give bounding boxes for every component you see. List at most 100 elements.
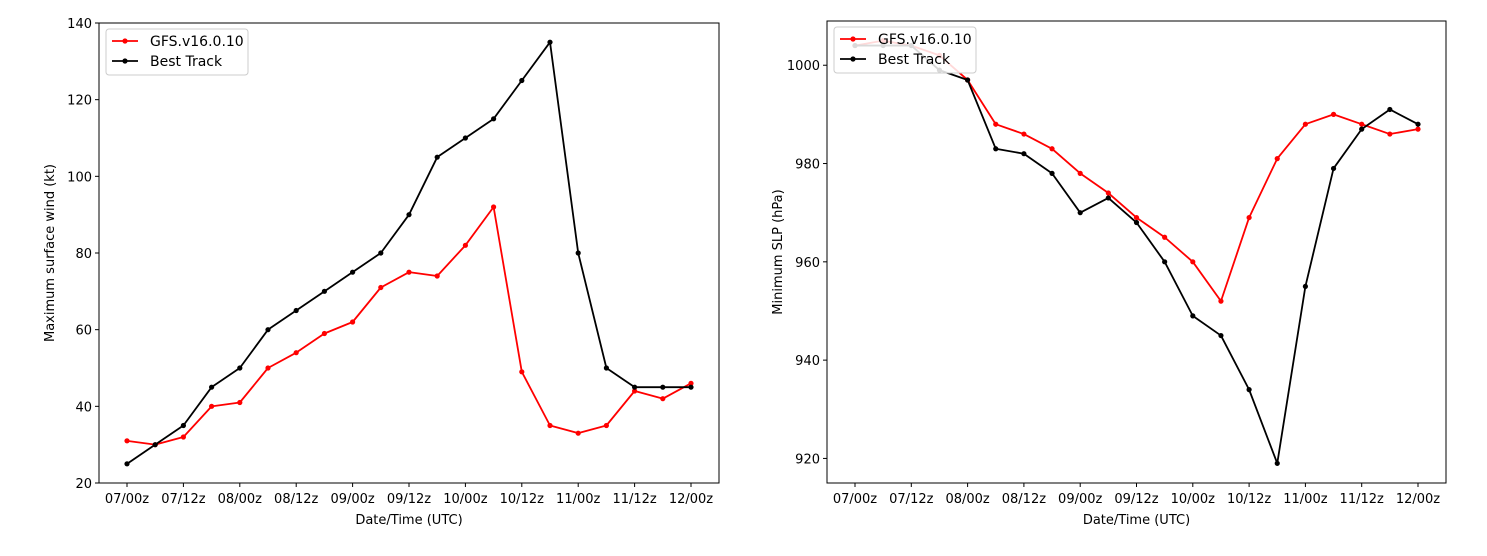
data-point-1 — [378, 250, 384, 256]
y-tick-label: 100 — [67, 170, 92, 185]
x-tick-label: 08/12z — [1002, 492, 1046, 507]
x-tick-label: 08/12z — [274, 492, 318, 507]
data-point-0 — [519, 369, 525, 375]
x-tick-label: 09/12z — [387, 492, 431, 507]
data-point-0 — [406, 269, 412, 275]
wind-chart: 07/00z 07/12z 08/00z 08/12z 09/00z 09/12z 10/0… — [43, 17, 720, 528]
data-point-0 — [378, 284, 384, 291]
data-point-0 — [660, 396, 666, 402]
x-tick-label: 08/00z — [945, 492, 989, 507]
data-point-0 — [1077, 170, 1083, 176]
y-tick-label: 960 — [795, 256, 820, 271]
legend-box — [105, 28, 249, 76]
data-point-0 — [1021, 131, 1027, 137]
data-point-1 — [1274, 460, 1280, 466]
data-point-1 — [965, 77, 971, 83]
legend-box — [833, 26, 977, 74]
data-point-0 — [434, 273, 440, 279]
data-point-0 — [632, 388, 638, 394]
data-point-1 — [632, 384, 638, 390]
data-point-0 — [350, 319, 356, 325]
legend-label: GFS.v16.0.10 — [150, 34, 244, 50]
series-line-1 — [855, 44, 1419, 465]
x-tick-label: 07/00z — [105, 492, 149, 507]
data-point-1 — [237, 365, 243, 371]
data-point-1 — [1077, 210, 1083, 216]
data-point-1 — [1162, 259, 1168, 265]
data-point-0 — [575, 430, 581, 436]
legend-marker — [122, 58, 128, 64]
series-line-1 — [126, 41, 691, 465]
x-tick-label: 10/12z — [1227, 492, 1271, 507]
data-point-1 — [1218, 332, 1224, 339]
legend-label: Best Track — [878, 52, 951, 68]
data-point-1 — [547, 39, 553, 45]
data-point-0 — [1359, 121, 1365, 127]
y-tick-label: 120 — [67, 94, 92, 109]
y-tick-label: 980 — [795, 158, 820, 173]
x-tick-label: 10/12z — [500, 492, 544, 507]
legend-label: GFS.v16.0.10 — [878, 32, 972, 48]
x-tick-label: 11/00z — [1283, 492, 1327, 507]
data-point-0 — [321, 330, 327, 337]
data-point-1 — [462, 135, 468, 141]
data-point-0 — [547, 422, 553, 429]
data-point-1 — [124, 461, 130, 467]
x-tick-label: 12/00z — [669, 492, 713, 507]
data-point-1 — [660, 384, 666, 390]
x-tick-label: 11/12z — [612, 492, 656, 507]
axes-frame — [826, 20, 1447, 484]
data-point-1 — [491, 116, 497, 122]
data-point-0 — [1190, 259, 1196, 265]
x-tick-label: 10/00z — [443, 492, 487, 507]
x-axis-label: Date/Time (UTC) — [1083, 513, 1190, 528]
y-tick-label: 140 — [67, 17, 92, 32]
data-point-0 — [1049, 146, 1055, 152]
data-point-0 — [1387, 131, 1393, 137]
data-point-1 — [993, 146, 999, 152]
x-tick-label: 07/12z — [161, 492, 205, 507]
y-axis-label: Maximum surface wind (kt) — [43, 164, 58, 342]
x-axis-label: Date/Time (UTC) — [355, 513, 462, 528]
data-point-0 — [1218, 298, 1224, 304]
data-point-0 — [491, 204, 497, 210]
data-point-1 — [603, 365, 610, 371]
data-point-1 — [180, 422, 186, 429]
y-axis-label: Minimum SLP (hPa) — [771, 189, 786, 314]
data-point-1 — [406, 212, 412, 218]
y-tick-label: 60 — [75, 324, 92, 339]
data-point-0 — [1133, 214, 1140, 221]
y-tick-label: 20 — [75, 477, 92, 492]
x-tick-label: 09/00z — [330, 492, 374, 507]
data-point-1 — [1133, 219, 1140, 226]
data-point-0 — [1274, 156, 1280, 162]
data-point-0 — [603, 422, 610, 429]
data-point-1 — [293, 307, 299, 314]
data-point-0 — [1302, 121, 1308, 127]
y-tick-label: 940 — [795, 354, 820, 369]
slp-chart: 07/00z 07/12z 08/00z 08/12z 09/00z 09/12z 10/0… — [771, 20, 1447, 528]
data-point-1 — [434, 154, 440, 160]
data-point-1 — [350, 269, 356, 275]
x-tick-label: 09/12z — [1114, 492, 1158, 507]
series-line-0 — [126, 206, 692, 446]
data-point-1 — [575, 250, 581, 256]
data-point-1 — [1387, 106, 1393, 113]
data-point-1 — [321, 288, 327, 294]
data-point-0 — [180, 434, 186, 440]
x-tick-label: 11/12z — [1340, 492, 1384, 507]
data-point-1 — [1330, 165, 1337, 172]
legend-label: Best Track — [150, 54, 223, 70]
data-point-1 — [1302, 283, 1308, 290]
y-tick-label: 1000 — [787, 59, 820, 74]
data-point-1 — [152, 442, 158, 448]
data-point-1 — [265, 327, 271, 333]
data-point-0 — [1162, 234, 1168, 240]
data-point-1 — [1359, 126, 1365, 132]
data-point-0 — [1330, 111, 1337, 117]
data-point-0 — [293, 350, 299, 356]
x-tick-label: 12/00z — [1396, 492, 1440, 507]
data-point-1 — [1021, 151, 1027, 157]
data-point-0 — [265, 365, 271, 371]
data-point-0 — [1105, 190, 1111, 196]
